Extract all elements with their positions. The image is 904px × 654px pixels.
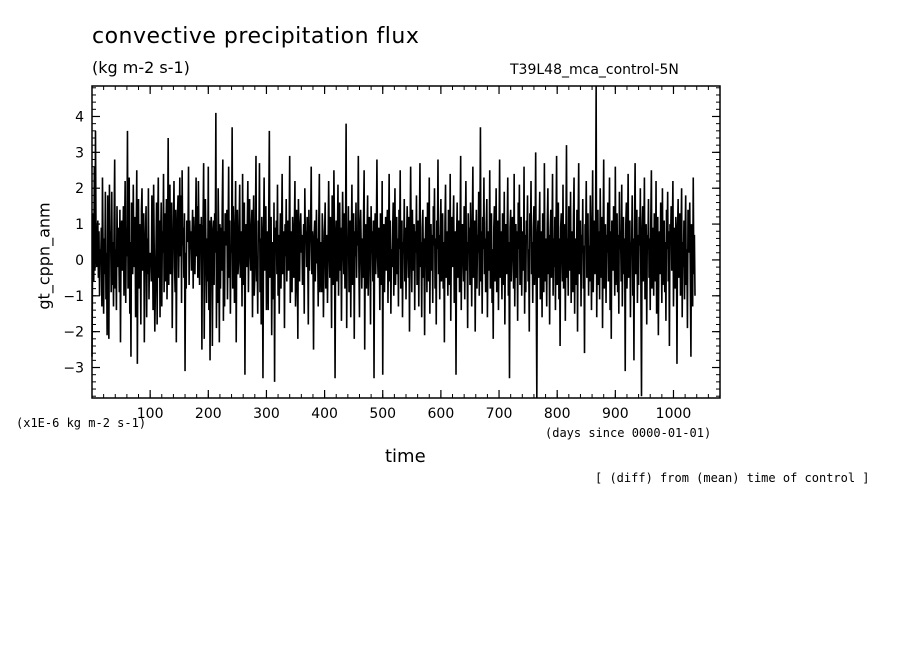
y-tick-label: −3 (63, 361, 84, 377)
x-units-label: (days since 0000-01-01) (545, 426, 712, 440)
y-tick-label: 1 (75, 217, 84, 233)
run-label: T39L48_mca_control-5N (510, 62, 679, 78)
y-tick-label: 0 (75, 253, 84, 269)
x-tick-label: 200 (195, 406, 222, 422)
x-tick-label: 300 (253, 406, 280, 422)
x-tick-label: 1000 (656, 406, 692, 422)
plot-frame (91, 85, 721, 399)
chart-subtitle: (kg m-2 s-1) (92, 58, 190, 77)
x-tick-label: 700 (486, 406, 513, 422)
chart-title: convective precipitation flux (92, 24, 420, 49)
x-tick-label: 900 (602, 406, 629, 422)
y-units-label: (x1E-6 kg m-2 s-1) (16, 416, 147, 430)
footnote: [ (diff) from (mean) time of control ] (595, 471, 870, 485)
y-tick-label: −1 (63, 289, 84, 305)
y-tick-label: 4 (75, 109, 84, 125)
x-tick-label: 100 (137, 406, 164, 422)
y-tick-label: −2 (63, 325, 84, 341)
x-tick-label: 800 (544, 406, 571, 422)
series-layer (91, 85, 696, 399)
series-line (91, 85, 696, 399)
x-tick-label: 600 (428, 406, 455, 422)
y-tick-label: 2 (75, 181, 84, 197)
x-axis-label: time (385, 446, 426, 467)
x-tick-label: 500 (369, 406, 396, 422)
y-tick-label: 3 (75, 145, 84, 161)
x-tick-label: 400 (311, 406, 338, 422)
